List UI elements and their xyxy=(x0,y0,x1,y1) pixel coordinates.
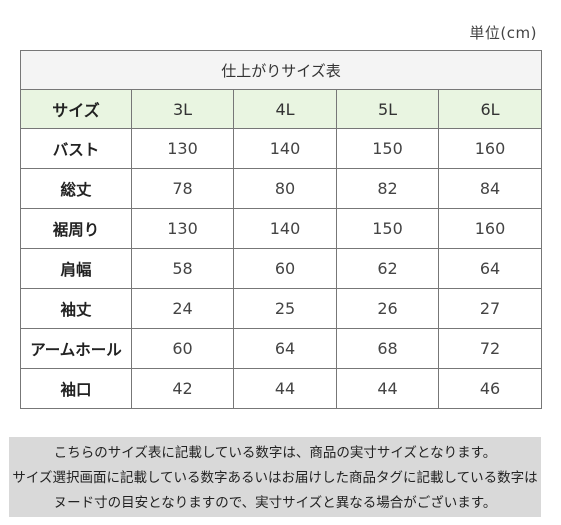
row-label-hem: 裾周り xyxy=(20,208,132,249)
table-cell: 80 xyxy=(233,168,337,209)
row-label-bust: バスト xyxy=(20,128,132,169)
table-cell: 68 xyxy=(336,328,439,369)
table-cell: 25 xyxy=(233,288,337,329)
table-cell: 150 xyxy=(336,208,439,249)
table-cell: 140 xyxy=(233,208,337,249)
size-header-5l: 5L xyxy=(336,89,439,129)
table-cell: 42 xyxy=(131,368,234,409)
table-cell: 150 xyxy=(336,128,439,169)
table-cell: 160 xyxy=(437,208,543,249)
table-cell: 140 xyxy=(233,128,337,169)
size-table: 仕上がりサイズ表 サイズ 3L 4L 5L 6L バスト 130 140 150… xyxy=(19,50,543,409)
table-cell: 64 xyxy=(437,248,543,289)
table-cell: 130 xyxy=(131,208,234,249)
size-note: こちらのサイズ表に記載している数字は、商品の実寸サイズとなります。 サイズ選択画… xyxy=(9,437,541,517)
table-row: 裾周り 130 140 150 160 xyxy=(20,208,543,249)
table-row: 肩幅 58 60 62 64 xyxy=(20,248,543,289)
note-line: こちらのサイズ表に記載している数字は、商品の実寸サイズとなります。 xyxy=(53,445,497,461)
table-row: 袖口 42 44 44 46 xyxy=(20,368,543,409)
unit-label: 単位(cm) xyxy=(469,24,537,42)
table-row: 袖丈 24 25 26 27 xyxy=(20,288,543,329)
table-cell: 84 xyxy=(437,168,543,209)
size-header-label: サイズ xyxy=(20,89,132,129)
note-line: ヌード寸の目安となりますので、実寸サイズと異なる場合がございます。 xyxy=(53,495,497,511)
table-cell: 60 xyxy=(131,328,234,369)
note-line: サイズ選択画面に記載している数字あるいはお届けした商品タグに記載している数字は xyxy=(12,470,538,486)
row-label-sleeve: 袖丈 xyxy=(20,288,132,329)
table-cell: 72 xyxy=(437,328,543,369)
table-cell: 27 xyxy=(437,288,543,329)
table-cell: 60 xyxy=(233,248,337,289)
table-row: バスト 130 140 150 160 xyxy=(20,128,543,169)
size-header-6l: 6L xyxy=(437,89,543,129)
table-cell: 62 xyxy=(336,248,439,289)
table-cell: 44 xyxy=(233,368,337,409)
table-cell: 78 xyxy=(131,168,234,209)
table-cell: 44 xyxy=(336,368,439,409)
row-label-armhole: アームホール xyxy=(20,328,132,369)
table-title: 仕上がりサイズ表 xyxy=(19,50,543,90)
table-cell: 58 xyxy=(131,248,234,289)
table-cell: 130 xyxy=(131,128,234,169)
table-title-row: 仕上がりサイズ表 xyxy=(19,50,543,90)
size-header-3l: 3L xyxy=(131,89,234,129)
row-label-cuff: 袖口 xyxy=(20,368,132,409)
table-cell: 26 xyxy=(336,288,439,329)
size-header-4l: 4L xyxy=(233,89,337,129)
row-label-length: 総丈 xyxy=(20,168,132,209)
table-cell: 24 xyxy=(131,288,234,329)
table-header-row: サイズ 3L 4L 5L 6L xyxy=(20,89,543,129)
table-cell: 64 xyxy=(233,328,337,369)
row-label-shoulder: 肩幅 xyxy=(20,248,132,289)
table-cell: 46 xyxy=(437,368,543,409)
table-cell: 160 xyxy=(437,128,543,169)
table-row: アームホール 60 64 68 72 xyxy=(20,328,543,369)
table-cell: 82 xyxy=(336,168,439,209)
table-row: 総丈 78 80 82 84 xyxy=(20,168,543,209)
